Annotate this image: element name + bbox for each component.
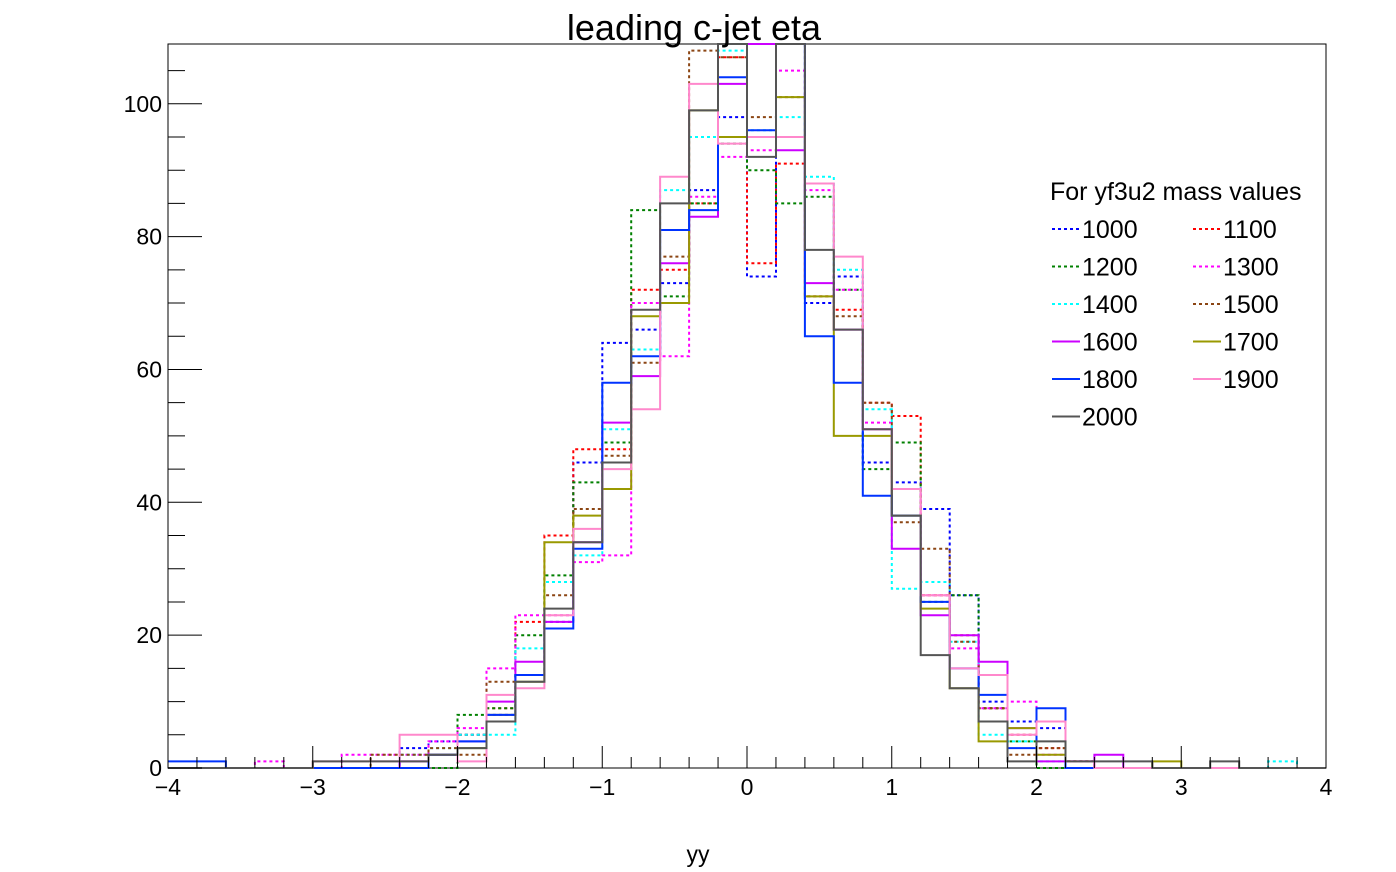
legend-entry-1400: 1400: [1052, 291, 1138, 319]
legend-entry-1000: 1000: [1052, 216, 1138, 244]
legend-label: 1700: [1223, 329, 1279, 357]
x-tick-label: −3: [300, 774, 326, 800]
x-tick-label: −2: [444, 774, 470, 800]
chart-title: leading c-jet eta: [567, 7, 822, 48]
legend-entry-1800: 1800: [1052, 366, 1138, 394]
legend-label: 1000: [1082, 216, 1138, 244]
legend-entry-1300: 1300: [1193, 254, 1279, 282]
legend-label: 1800: [1082, 366, 1138, 394]
legend-label: 1200: [1082, 254, 1138, 282]
series-1500-line: [168, 49, 1326, 769]
legend-entry-2000: 2000: [1052, 404, 1138, 432]
x-tick-label: 4: [1320, 774, 1333, 800]
y-tick-label: 20: [136, 622, 162, 648]
legend-entry-1200: 1200: [1052, 254, 1138, 282]
legend-entry-1500: 1500: [1193, 291, 1279, 319]
legend-entry-1700: 1700: [1193, 329, 1279, 357]
x-tick-label: 0: [741, 774, 754, 800]
x-tick-label: 3: [1175, 774, 1188, 800]
legend: For yf3u2 mass values 1000 1100 1200 1300 14…: [1050, 178, 1302, 432]
legend-title: For yf3u2 mass values: [1050, 178, 1302, 206]
series-1400-line: [168, 49, 1326, 769]
x-tick-label: −4: [155, 774, 181, 800]
series-1100-line: [168, 56, 1326, 769]
y-tick-label: 40: [136, 489, 162, 515]
legend-label: 1400: [1082, 291, 1138, 319]
x-tick-label: 1: [885, 774, 898, 800]
series-layer: [168, 43, 1326, 769]
legend-label: 2000: [1082, 404, 1138, 432]
legend-label: 1300: [1223, 254, 1279, 282]
x-tick-label: 2: [1030, 774, 1043, 800]
legend-entry-1100: 1100: [1193, 216, 1277, 244]
legend-label: 1500: [1223, 291, 1279, 319]
legend-label: 1900: [1223, 366, 1279, 394]
legend-label: 1100: [1223, 216, 1277, 244]
legend-entry-1600: 1600: [1052, 329, 1138, 357]
y-tick-label: 80: [136, 224, 162, 250]
series-2000-line: [168, 43, 1326, 769]
x-tick-label: −1: [589, 774, 615, 800]
y-tick-label: 60: [136, 356, 162, 382]
y-tick-label: 100: [124, 91, 162, 117]
series-1300-line: [168, 69, 1326, 769]
legend-label: 1600: [1082, 329, 1138, 357]
x-axis-title: yy: [687, 841, 711, 867]
legend-entry-1900: 1900: [1193, 366, 1279, 394]
y-tick-label: 0: [149, 755, 162, 781]
